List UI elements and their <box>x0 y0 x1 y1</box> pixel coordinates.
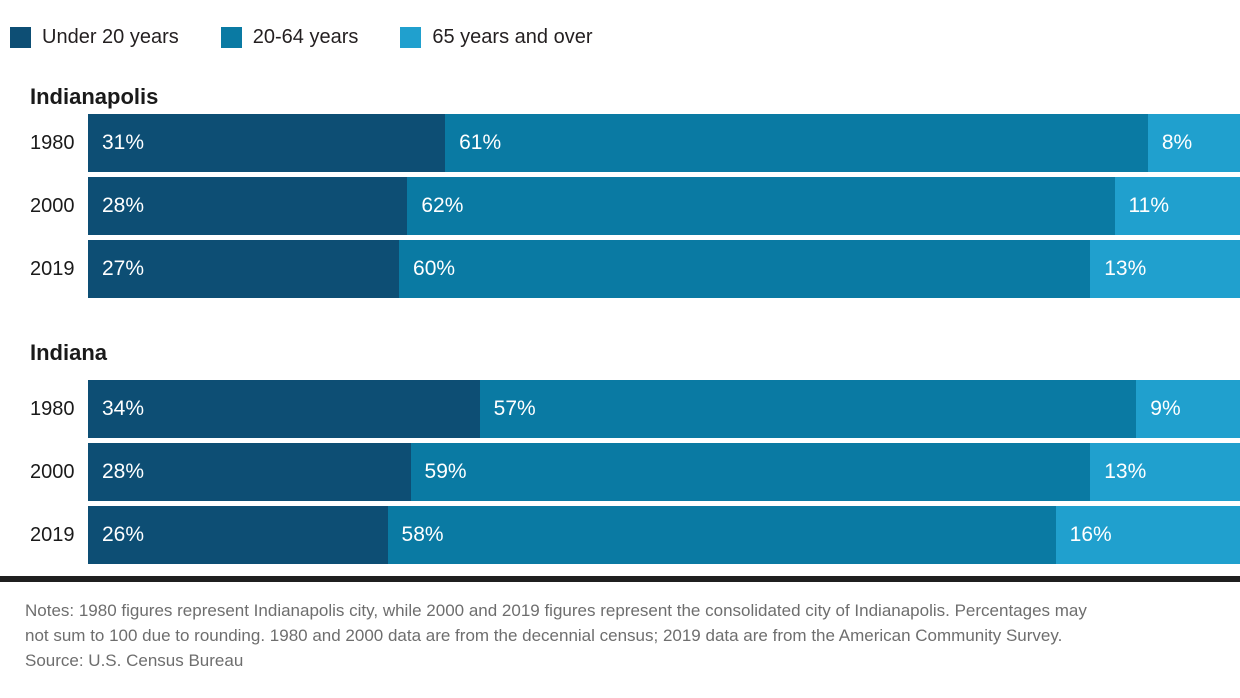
legend-swatch-dark-blue <box>10 27 31 48</box>
bar-segment-under-20-years: 34% <box>88 380 480 438</box>
row-label-year: 2019 <box>30 257 75 280</box>
bar-value-label: 8% <box>1161 131 1193 154</box>
source-note-line: Notes: 1980 figures represent Indianapol… <box>25 601 1087 620</box>
bar-segment-65-and-over: 9% <box>1136 380 1240 438</box>
legend-label: 20-64 years <box>252 26 359 48</box>
bar-segment-65-and-over: 13% <box>1090 443 1240 501</box>
bar-row: 2019 26% 58% 16% <box>0 506 1240 564</box>
bar-segment-65-and-over: 13% <box>1090 240 1240 298</box>
row-label-year: 1980 <box>30 397 75 420</box>
row-label-year: 1980 <box>30 131 75 154</box>
bar-segment-65-and-over: 16% <box>1055 506 1240 564</box>
bar-value-label: 27% <box>102 257 145 280</box>
legend-label: Under 20 years <box>42 26 179 48</box>
bar-value-label: 11% <box>1128 194 1169 217</box>
bar-value-label: 57% <box>493 397 536 420</box>
bar-segment-20-64-years: 57% <box>479 380 1137 438</box>
axis-baseline <box>0 576 1240 582</box>
bar-segment-under-20-years: 31% <box>88 114 446 172</box>
legend-swatch-light-blue <box>400 27 422 48</box>
stacked-bar: 34% 57% 9% <box>88 380 1240 438</box>
row-label-year: 2000 <box>30 194 75 217</box>
source-note-line: Source: U.S. Census Bureau <box>25 651 244 670</box>
source-note-line: not sum to 100 due to rounding. 1980 and… <box>25 626 1063 645</box>
bar-segment-under-20-years: 26% <box>88 506 388 564</box>
stacked-bar: 28% 59% 13% <box>88 443 1240 501</box>
bar-value-label: 28% <box>102 460 145 483</box>
bar-value-label: 31% <box>102 131 145 154</box>
bar-segment-20-64-years: 58% <box>387 506 1056 564</box>
stacked-bar: 26% 58% 16% <box>88 506 1240 564</box>
legend-item-20-64-years: 20-64 years <box>220 26 359 49</box>
bar-row: 2000 28% 62% 11% <box>0 177 1240 235</box>
bar-value-label: 28% <box>102 194 145 217</box>
legend-item-under-20-years: Under 20 years <box>10 26 179 49</box>
legend-label: 65 years and over <box>432 26 593 48</box>
bar-value-label: 61% <box>459 131 502 154</box>
bar-value-label: 26% <box>102 523 145 546</box>
bar-value-label: 59% <box>424 460 467 483</box>
bar-value-label: 16% <box>1069 523 1112 546</box>
bar-value-label: 60% <box>413 257 456 280</box>
bar-segment-under-20-years: 28% <box>88 177 408 235</box>
bar-segment-20-64-years: 59% <box>410 443 1091 501</box>
legend-swatch-medium-blue <box>220 27 242 48</box>
legend-item-65-years-and-over: 65 years and over <box>400 26 592 49</box>
bar-segment-20-64-years: 61% <box>445 114 1148 172</box>
stacked-bar: 28% 62% 11% <box>88 177 1240 235</box>
bar-row: 1980 31% 61% 8% <box>0 114 1240 172</box>
group-header-indianapolis: Indianapolis <box>30 84 159 109</box>
bar-value-label: 58% <box>401 523 444 546</box>
bar-segment-under-20-years: 27% <box>88 240 400 298</box>
row-label-year: 2000 <box>30 460 75 483</box>
bar-segment-under-20-years: 28% <box>88 443 411 501</box>
chart-legend: Under 20 years 20-64 years 65 years and … <box>10 26 592 49</box>
bar-segment-65-and-over: 8% <box>1147 114 1240 172</box>
bar-value-label: 34% <box>102 397 145 420</box>
group-header-indiana: Indiana <box>30 340 108 365</box>
bar-row: 1980 34% 57% 9% <box>0 380 1240 438</box>
bar-value-label: 13% <box>1104 257 1147 280</box>
bar-value-label: 62% <box>421 194 464 217</box>
bar-row: 2019 27% 60% 13% <box>0 240 1240 298</box>
row-label-year: 2019 <box>30 523 75 546</box>
bar-value-label: 9% <box>1150 397 1181 420</box>
source-note: Notes: 1980 figures represent Indianapol… <box>25 598 1215 673</box>
bar-segment-20-64-years: 60% <box>399 240 1091 298</box>
stacked-bar: 27% 60% 13% <box>88 240 1240 298</box>
bar-segment-65-and-over: 11% <box>1114 177 1240 235</box>
bar-segment-20-64-years: 62% <box>407 177 1115 235</box>
bar-row: 2000 28% 59% 13% <box>0 443 1240 501</box>
bar-value-label: 13% <box>1104 460 1147 483</box>
stacked-bar: 31% 61% 8% <box>88 114 1240 172</box>
